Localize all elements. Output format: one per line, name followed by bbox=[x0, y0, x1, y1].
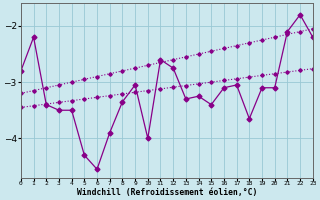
X-axis label: Windchill (Refroidissement éolien,°C): Windchill (Refroidissement éolien,°C) bbox=[77, 188, 257, 197]
